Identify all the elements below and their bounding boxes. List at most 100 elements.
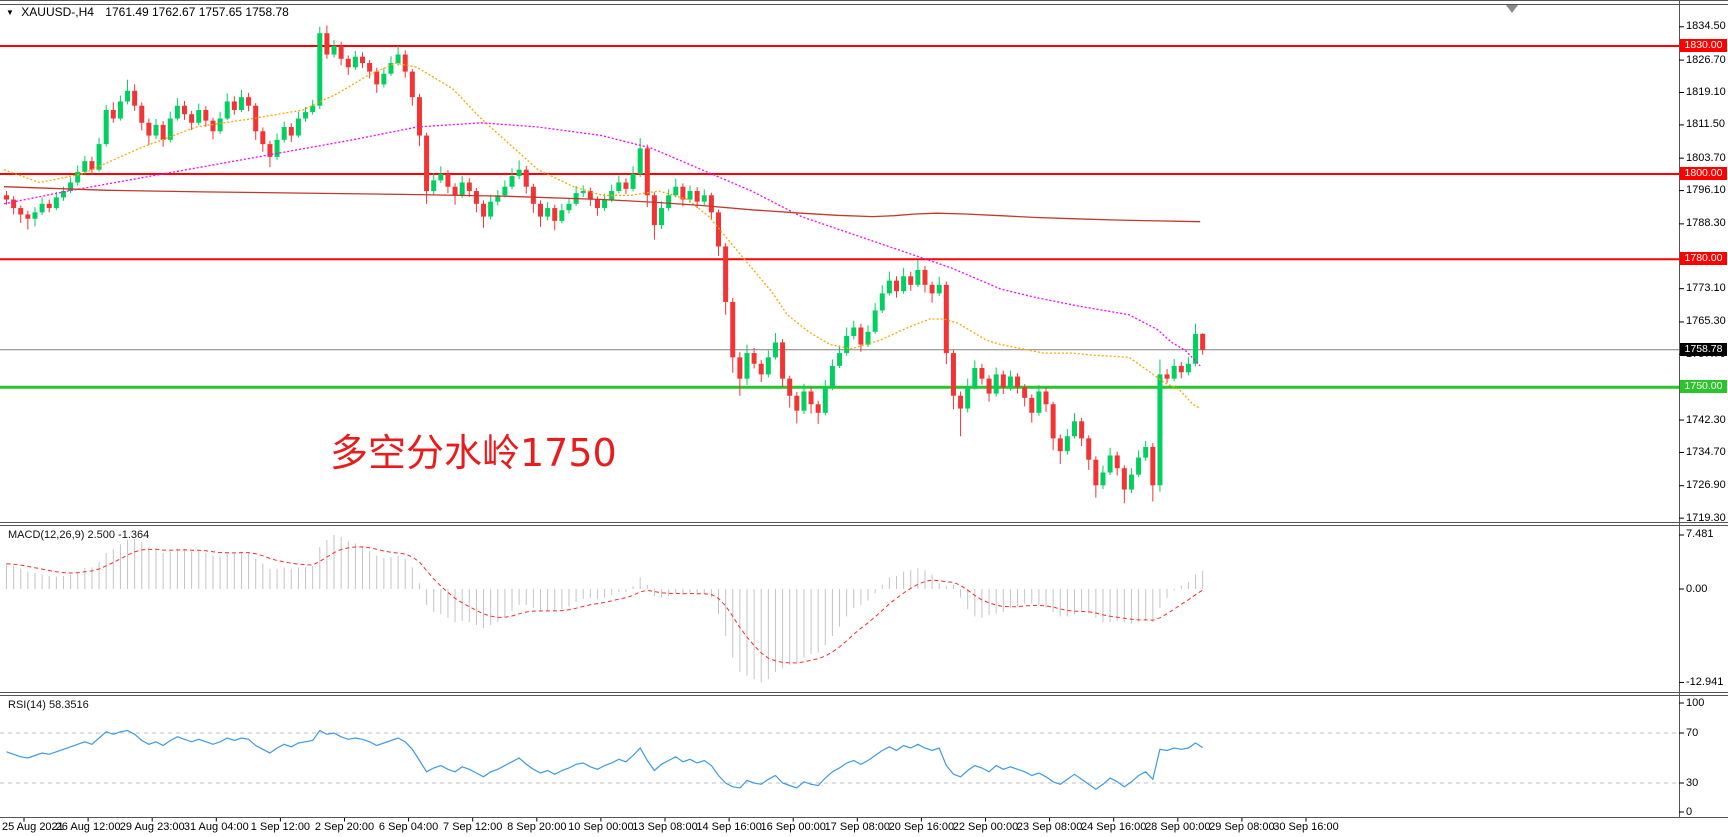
price-axis-label: 1811.50 xyxy=(1686,118,1725,131)
candle-body xyxy=(637,148,643,174)
candle-body xyxy=(288,127,294,136)
rsi-axis-label: 100 xyxy=(1686,696,1705,709)
annotation-text[interactable]: 多空分水岭1750 xyxy=(330,431,617,475)
candle-body xyxy=(1043,391,1049,405)
candle-body xyxy=(274,139,280,157)
symbol-period-label: XAUUSD-,H4 xyxy=(21,5,94,19)
candle-body xyxy=(360,56,365,64)
candle-body xyxy=(1022,387,1028,398)
candle-body xyxy=(488,201,494,217)
candle-body xyxy=(844,336,850,354)
chart-shift-marker-icon[interactable] xyxy=(1506,5,1518,13)
candle-body xyxy=(1000,374,1006,388)
price-axis-label: 1803.70 xyxy=(1686,151,1726,164)
candle-body xyxy=(1136,457,1142,475)
candle-body xyxy=(737,357,743,379)
candle-body xyxy=(644,148,650,196)
time-axis-label: 25 Aug 2021 xyxy=(2,821,64,833)
candle-body xyxy=(936,284,942,294)
candle-body xyxy=(530,186,536,204)
time-axis-label: 29 Sep 08:00 xyxy=(1209,821,1275,833)
time-axis-label: 23 Sep 08:00 xyxy=(1016,821,1083,833)
candle-body xyxy=(11,199,17,209)
candle-body xyxy=(694,191,700,202)
candle-body xyxy=(1157,374,1163,486)
time-axis-label: 24 Sep 16:00 xyxy=(1080,821,1147,833)
symbol-dropdown-icon[interactable]: ▼ xyxy=(6,8,14,17)
price-axis-label: 1834.50 xyxy=(1686,20,1726,33)
chart-title: ▼ XAUUSD-,H4 1761.49 1762.67 1757.65 175… xyxy=(6,5,289,19)
candle-body xyxy=(758,363,764,375)
price-badge-1758.78: 1758.78 xyxy=(1680,342,1727,356)
candle-body xyxy=(1072,421,1077,437)
candle-body xyxy=(680,186,686,200)
candle-body xyxy=(238,97,244,110)
candle-body xyxy=(915,269,921,285)
macd-histogram xyxy=(6,534,1204,683)
price-axis-label: 1734.70 xyxy=(1686,445,1726,458)
candle-body xyxy=(566,203,572,211)
time-axis-label: 14 Sep 16:00 xyxy=(696,821,762,833)
candle-body xyxy=(794,395,800,411)
candle-body xyxy=(381,73,387,85)
candle-body xyxy=(559,210,565,221)
candle-body xyxy=(1150,446,1156,486)
candle-body xyxy=(103,109,109,145)
candle-body xyxy=(886,280,892,294)
candle-body xyxy=(829,365,835,388)
candle-body xyxy=(851,327,857,337)
candle-body xyxy=(146,122,152,136)
candle-body xyxy=(872,310,878,332)
candle-body xyxy=(125,90,131,102)
candle-body xyxy=(1093,459,1099,486)
time-axis-label: 13 Sep 08:00 xyxy=(632,821,698,833)
candle-body xyxy=(160,124,166,140)
candle-body xyxy=(787,378,793,396)
candle-body xyxy=(46,203,52,209)
price-axis-label: 1765.30 xyxy=(1686,315,1726,328)
time-axis-label: 16 Sep 00:00 xyxy=(760,821,826,833)
candle-body xyxy=(445,173,451,187)
candle-body xyxy=(203,109,209,121)
candle-body xyxy=(1128,474,1134,490)
rsi-level-lines xyxy=(0,732,1679,784)
price-axis-label: 1742.30 xyxy=(1686,413,1726,426)
candle-body xyxy=(929,284,935,294)
candle-body xyxy=(965,387,971,409)
candle-body xyxy=(317,33,323,106)
candle-body xyxy=(466,182,472,192)
rsi-axis-label: 70 xyxy=(1686,726,1699,739)
candle-body xyxy=(352,56,358,68)
candle-body xyxy=(217,118,223,132)
candle-body xyxy=(986,378,992,394)
candle-body xyxy=(231,101,237,110)
candle-body xyxy=(1185,363,1191,373)
candle-body xyxy=(687,191,693,200)
macd-axis-label: -12.941 xyxy=(1686,675,1724,688)
candle-body xyxy=(1178,365,1184,373)
rsi-axis-label: 0 xyxy=(1686,805,1693,818)
candle-body xyxy=(580,191,586,194)
candle-body xyxy=(402,54,408,72)
candle-body xyxy=(587,191,593,200)
time-axis-label: 20 Sep 16:00 xyxy=(888,821,955,833)
candle-body xyxy=(865,331,871,345)
candle-body xyxy=(552,208,558,221)
candle-body xyxy=(651,195,657,226)
time-axis-label: 17 Sep 08:00 xyxy=(824,821,891,833)
candle-body xyxy=(68,182,74,192)
candle-body xyxy=(972,368,978,388)
candle-body xyxy=(837,353,843,366)
candle-body xyxy=(182,105,187,115)
candle-body xyxy=(495,195,501,202)
candle-body xyxy=(616,182,622,192)
candle-body xyxy=(345,58,351,68)
candle-body xyxy=(39,203,45,213)
candle-body xyxy=(1086,438,1092,460)
candle-body xyxy=(979,368,985,379)
candle-body xyxy=(1100,472,1106,486)
candle-body xyxy=(545,208,551,217)
candle-body xyxy=(367,63,373,72)
